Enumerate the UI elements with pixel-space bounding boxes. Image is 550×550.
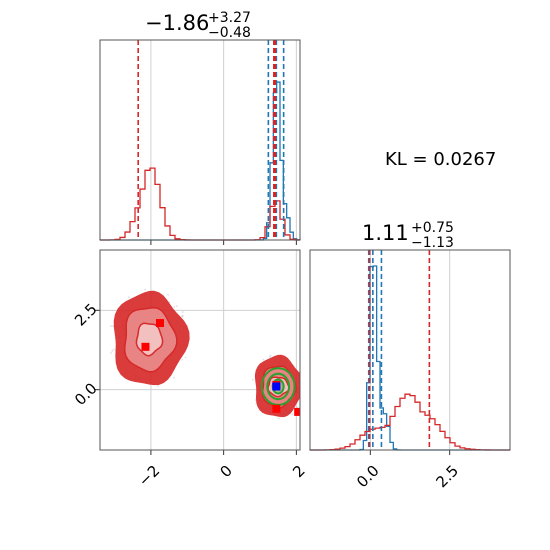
scatter-point [144,288,146,291]
x-tick-label: 0.0 [353,462,383,492]
scatter-point [301,393,303,395]
joint-density-panel: −2 0 2 0.0 2.5 [71,249,309,490]
scatter-point [127,296,130,299]
x-tick-label: 2.5 [432,462,462,492]
scatter-point [269,354,272,357]
scatter-point [172,376,175,379]
scatter-point [109,352,112,354]
scatter-point [173,306,176,308]
green-contour-level-2 [266,372,291,401]
param2-title: 1.11 [362,221,409,245]
scatter-point [157,385,159,387]
truth-marker [272,382,281,391]
scatter-point [167,293,170,296]
panel-frame [99,39,301,241]
scatter-point [291,413,294,416]
joint-content [109,288,303,420]
param1-title-minus: −0.48 [208,25,251,41]
scatter-point [181,315,184,318]
sample-marker [272,404,281,413]
scatter-point [175,305,178,307]
sample-marker [156,319,164,328]
param2-title-minus: −1.13 [411,235,454,251]
y-tick-label: 2.5 [71,300,101,330]
y-tick-label: 0.0 [71,379,101,409]
histogram-b [309,393,511,451]
param1-histogram-panel [99,39,301,245]
panel-frame [99,249,301,451]
scatter-point [112,325,115,327]
sample-marker [141,342,150,351]
panel-frame [309,249,511,451]
x-tick-label: −2 [135,462,163,490]
scatter-point [112,348,115,351]
sample-marker [294,407,300,416]
scatter-point [181,358,184,361]
scatter-point [184,356,187,359]
param2-histogram-panel: 0.0 2.5 [309,249,511,492]
scatter-point [251,378,254,381]
param2-title-plus: +0.75 [411,220,454,236]
scatter-point [110,325,112,327]
scatter-point [277,417,280,420]
param1-title: −1.86 [145,11,209,35]
scatter-point [111,349,114,352]
kl-annotation: KL = 0.0267 [385,149,496,170]
param1-title-plus: +3.27 [208,10,251,26]
histogram-a [310,265,510,451]
scatter-point [262,358,265,361]
x-tick-label: 0 [217,462,236,481]
x-tick-label: 2 [289,462,308,481]
scatter-point [181,311,184,313]
